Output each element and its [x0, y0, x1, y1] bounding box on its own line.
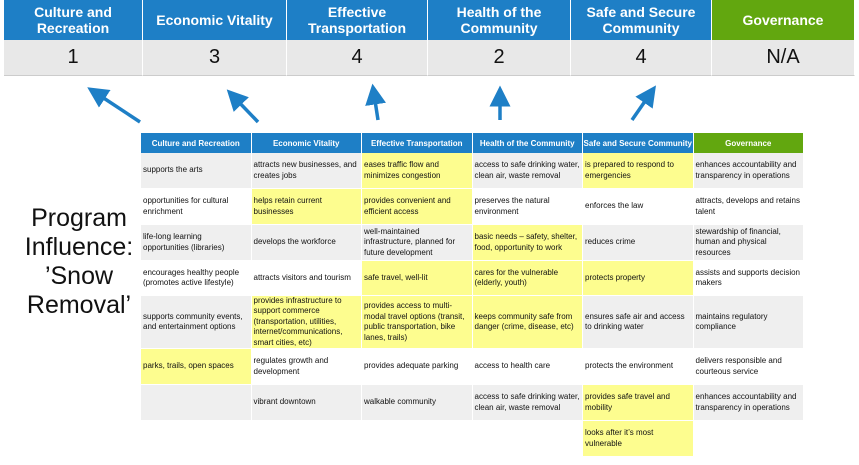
table-cell — [693, 421, 804, 457]
table-cell: supports the arts — [141, 153, 252, 189]
table-cell: develops the workforce — [251, 225, 362, 261]
table-cell: ensures safe air and access to drinking … — [583, 296, 694, 349]
table-cell: maintains regulatory compliance — [693, 296, 804, 349]
table-cell: stewardship of financial, human and phys… — [693, 225, 804, 261]
table-cell: protects property — [583, 261, 694, 296]
table-cell: provides infrastructure to support comme… — [251, 296, 362, 349]
table-cell: attracts new businesses, and creates job… — [251, 153, 362, 189]
table-cell: eases traffic flow and minimizes congest… — [362, 153, 473, 189]
table-cell: helps retain current businesses — [251, 189, 362, 225]
program-label: Program Influence: ’Snow Removal’ — [24, 204, 134, 319]
table-cell: reduces crime — [583, 225, 694, 261]
summary-header: Health of the Community — [428, 0, 571, 40]
summary-header: Economic Vitality — [143, 0, 287, 40]
table-cell: access to safe drinking water, clean air… — [472, 385, 583, 421]
arrow-economic — [226, 89, 260, 124]
table-cell: keeps community safe from danger (crime,… — [472, 296, 583, 349]
table-cell: cares for the vulnerable (elderly, youth… — [472, 261, 583, 296]
table-cell: provides access to multi-modal travel op… — [362, 296, 473, 349]
table-cell: provides adequate parking — [362, 349, 473, 385]
table-header: Culture and Recreation — [141, 133, 252, 153]
table-cell: provides safe travel and mobility — [583, 385, 694, 421]
table-cell: enhances accountability and transparency… — [693, 153, 804, 189]
summary-value: 3 — [143, 40, 287, 76]
table-cell: is prepared to respond to emergencies — [583, 153, 694, 189]
table-cell: parks, trails, open spaces — [141, 349, 252, 385]
table-cell — [362, 421, 473, 457]
table-cell: preserves the natural environment — [472, 189, 583, 225]
table-cell: opportunities for cultural enrichment — [141, 189, 252, 225]
summary-value: 4 — [287, 40, 428, 76]
table-cell: access to safe drinking water, clean air… — [472, 153, 583, 189]
table-cell: well-maintained infrastructure, planned … — [362, 225, 473, 261]
table-header: Effective Transportation — [362, 133, 473, 153]
table-header: Health of the Community — [472, 133, 583, 153]
summary-value: 2 — [428, 40, 571, 76]
table-cell — [251, 421, 362, 457]
table-cell: enforces the law — [583, 189, 694, 225]
table-header: Safe and Secure Community — [583, 133, 694, 153]
table-cell: protects the environment — [583, 349, 694, 385]
table-cell: looks after it’s most vulnerable — [583, 421, 694, 457]
summary-bar: Culture and Recreation Economic Vitality E… — [4, 0, 855, 76]
arrow-transportation — [365, 83, 386, 121]
table-cell: attracts, develops and retains talent — [693, 189, 804, 225]
table-cell: provides convenient and efficient access — [362, 189, 473, 225]
influence-table: Culture and Recreation Economic Vitality E… — [141, 133, 804, 457]
table-cell: supports community events, and entertain… — [141, 296, 252, 349]
table-cell — [472, 421, 583, 457]
table-cell: vibrant downtown — [251, 385, 362, 421]
table-cell: encourages healthy people (promotes acti… — [141, 261, 252, 296]
summary-header: Culture and Recreation — [4, 0, 143, 40]
table-cell: attracts visitors and tourism — [251, 261, 362, 296]
table-cell — [141, 385, 252, 421]
summary-value: 1 — [4, 40, 143, 76]
table-cell: delivers responsible and courteous servi… — [693, 349, 804, 385]
summary-header: Effective Transportation — [287, 0, 428, 40]
table-cell: walkable community — [362, 385, 473, 421]
table-cell: access to health care — [472, 349, 583, 385]
table-cell: enhances accountability and transparency… — [693, 385, 804, 421]
table-cell: basic needs – safety, shelter, food, opp… — [472, 225, 583, 261]
summary-header: Governance — [712, 0, 855, 40]
table-cell: safe travel, well-lit — [362, 261, 473, 296]
summary-value: N/A — [712, 40, 855, 76]
table-header: Governance — [693, 133, 804, 153]
table-cell — [141, 421, 252, 457]
table-cell: assists and supports decision makers — [693, 261, 804, 296]
summary-header: Safe and Secure Community — [571, 0, 712, 40]
arrow-culture — [87, 87, 141, 124]
table-cell: regulates growth and development — [251, 349, 362, 385]
summary-value: 4 — [571, 40, 712, 76]
arrow-safe — [630, 85, 656, 121]
table-cell: life-long learning opportunities (librar… — [141, 225, 252, 261]
table-header: Economic Vitality — [251, 133, 362, 153]
